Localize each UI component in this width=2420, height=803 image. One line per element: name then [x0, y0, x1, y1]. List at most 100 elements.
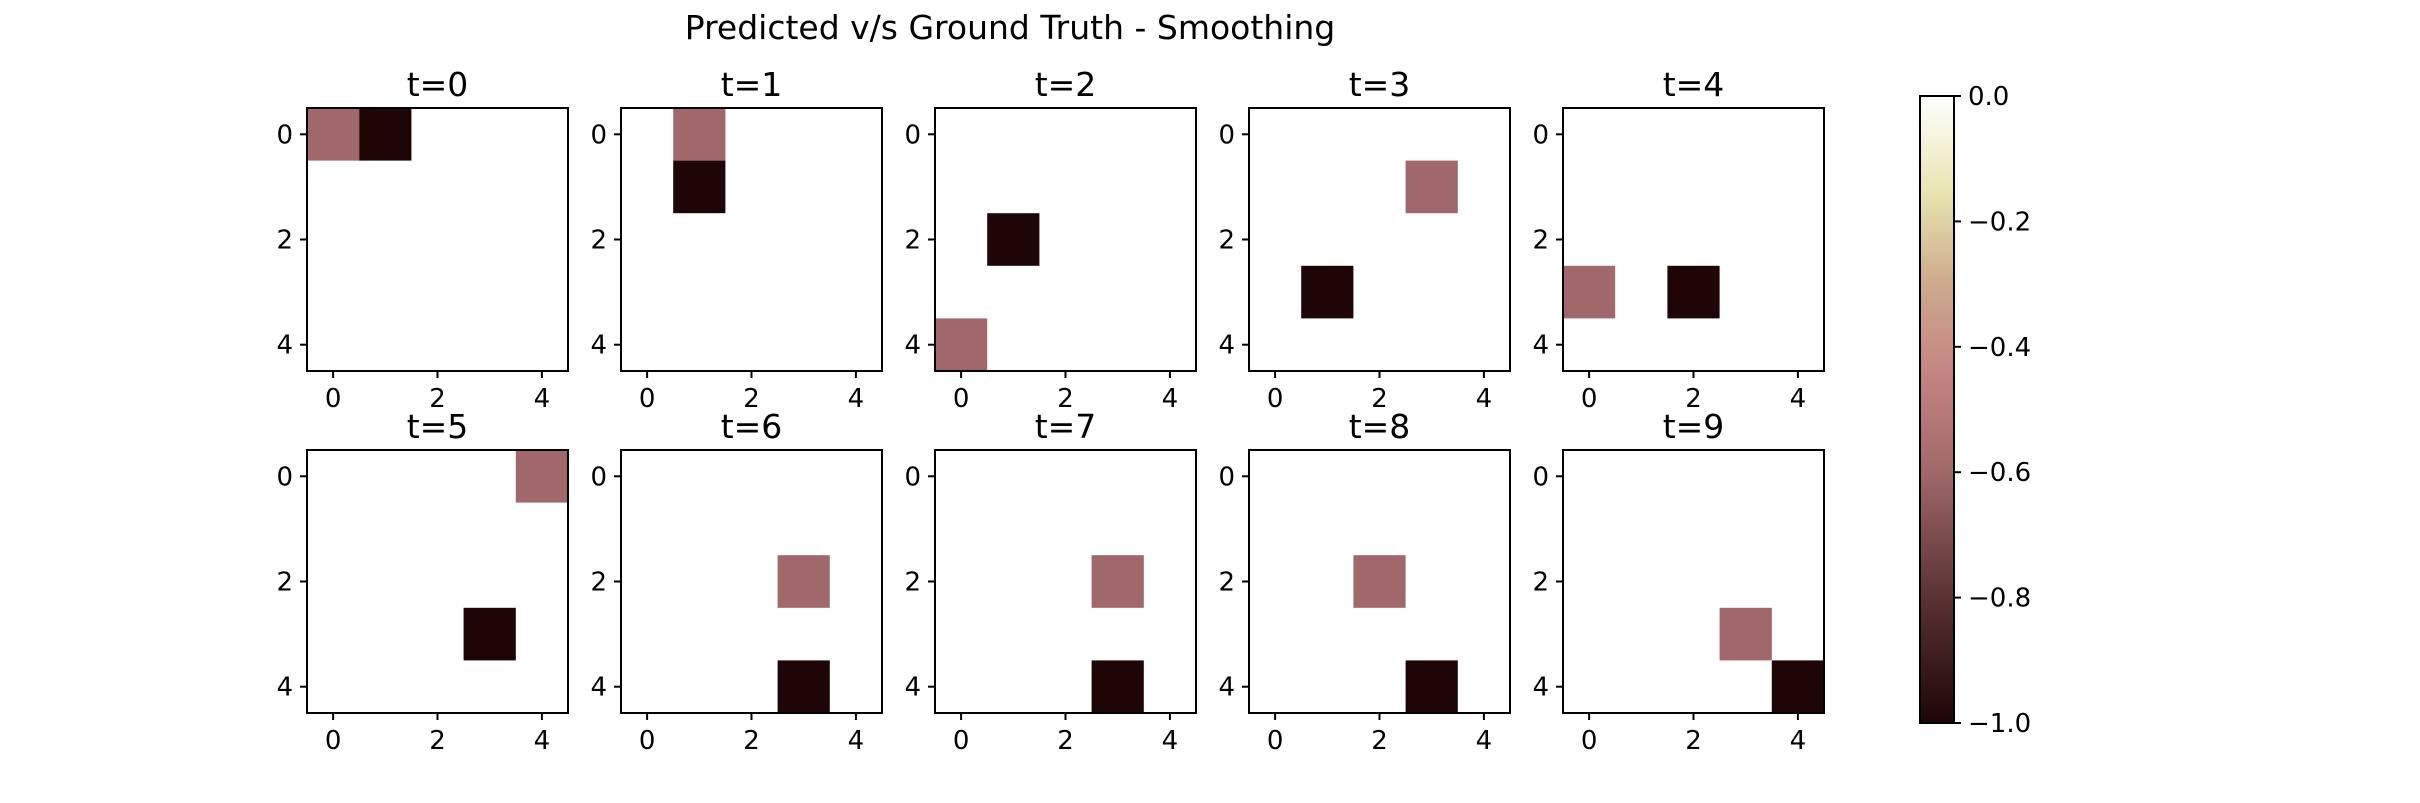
- x-tick-label: 4: [1790, 726, 1807, 756]
- y-tick-label: 4: [904, 331, 921, 361]
- y-tick-label: 0: [276, 462, 293, 492]
- panel-t-3: t=3 0 0 2 2 4 4: [1218, 65, 1511, 414]
- x-tick-label: 0: [953, 726, 970, 756]
- panel-background: [1563, 108, 1824, 371]
- colorbar-tick-label: −0.4: [1968, 333, 2031, 363]
- y-tick-label: 4: [590, 673, 607, 703]
- x-tick-label: 4: [1476, 726, 1493, 756]
- heatmap-cell: [673, 108, 726, 161]
- panel-title: t=4: [1663, 65, 1725, 104]
- heatmap-cell: [987, 213, 1040, 266]
- heatmap-cell: [307, 108, 360, 161]
- colorbar-frame: [1919, 95, 1955, 724]
- heatmap-panels: t=0 0 0 2 2 4 4 t=1 0 0 2 2 4 4 t=2 0 0 2 2 4 4 t=3 0 0 2 2 4 4 t=4 0…: [276, 65, 1825, 756]
- panel-background: [935, 450, 1196, 713]
- panel-t-8: t=8 0 0 2 2 4 4: [1218, 407, 1511, 756]
- y-tick-label: 0: [1218, 462, 1235, 492]
- heatmap-cell: [1405, 160, 1458, 214]
- panel-background: [1249, 108, 1510, 371]
- panel-title: t=3: [1349, 65, 1411, 104]
- x-tick-label: 0: [325, 384, 342, 414]
- y-tick-label: 4: [276, 673, 293, 703]
- colorbar-tick-label: −0.6: [1968, 458, 2031, 488]
- y-tick-label: 0: [276, 120, 293, 150]
- x-tick-label: 4: [534, 726, 551, 756]
- colorbar: 0.0 −0.2 −0.4 −0.6 −0.8 −1.0: [1919, 82, 2031, 739]
- y-tick-label: 0: [1532, 120, 1549, 150]
- heatmap-cell: [673, 160, 726, 214]
- x-tick-label: 0: [1581, 384, 1598, 414]
- x-tick-label: 4: [1476, 384, 1493, 414]
- x-tick-label: 0: [1581, 726, 1598, 756]
- y-tick-label: 2: [590, 226, 607, 256]
- y-tick-label: 2: [1218, 568, 1235, 598]
- panel-background: [621, 450, 882, 713]
- panel-title: t=1: [721, 65, 783, 104]
- y-tick-label: 0: [590, 120, 607, 150]
- panel-t-6: t=6 0 0 2 2 4 4: [590, 407, 883, 756]
- y-tick-label: 2: [1532, 226, 1549, 256]
- y-tick-label: 4: [276, 331, 293, 361]
- heatmap-cell: [515, 450, 568, 503]
- x-tick-label: 4: [848, 726, 865, 756]
- x-tick-label: 2: [1057, 384, 1074, 414]
- x-tick-label: 0: [953, 384, 970, 414]
- x-tick-label: 0: [1267, 384, 1284, 414]
- x-tick-label: 4: [848, 384, 865, 414]
- panel-title: t=5: [407, 407, 469, 446]
- y-tick-label: 4: [1532, 673, 1549, 703]
- heatmap-cell: [463, 607, 516, 661]
- y-tick-label: 4: [1218, 673, 1235, 703]
- x-tick-label: 2: [1371, 384, 1388, 414]
- y-tick-label: 2: [1218, 226, 1235, 256]
- x-tick-label: 4: [1162, 384, 1179, 414]
- y-tick-label: 4: [590, 331, 607, 361]
- x-tick-label: 0: [1267, 726, 1284, 756]
- figure-title: Predicted v/s Ground Truth - Smoothing: [685, 8, 1336, 47]
- panel-title: t=0: [407, 65, 469, 104]
- y-tick-label: 4: [904, 673, 921, 703]
- y-tick-label: 2: [1532, 568, 1549, 598]
- colorbar-tick-label: −1.0: [1968, 709, 2031, 739]
- y-tick-label: 2: [904, 226, 921, 256]
- heatmap-cell: [1719, 607, 1772, 661]
- heatmap-cell: [1667, 265, 1720, 319]
- heatmap-cell: [1091, 660, 1144, 713]
- heatmap-cell: [1301, 265, 1354, 319]
- y-tick-label: 2: [276, 226, 293, 256]
- heatmap-cell: [1353, 555, 1406, 608]
- panel-title: t=6: [721, 407, 783, 446]
- panel-t-9: t=9 0 0 2 2 4 4: [1532, 407, 1825, 756]
- x-tick-label: 2: [743, 726, 760, 756]
- x-tick-label: 2: [429, 384, 446, 414]
- colorbar-tick-label: 0.0: [1968, 82, 2009, 112]
- panel-t-5: t=5 0 0 2 2 4 4: [276, 407, 569, 756]
- colorbar-tick-label: −0.8: [1968, 584, 2031, 614]
- panel-title: t=8: [1349, 407, 1411, 446]
- y-tick-label: 0: [590, 462, 607, 492]
- y-tick-label: 2: [276, 568, 293, 598]
- x-tick-label: 0: [325, 726, 342, 756]
- y-tick-label: 2: [590, 568, 607, 598]
- y-tick-label: 2: [904, 568, 921, 598]
- panel-t-0: t=0 0 0 2 2 4 4: [276, 65, 569, 414]
- panel-t-1: t=1 0 0 2 2 4 4: [590, 65, 883, 414]
- x-tick-label: 0: [639, 726, 656, 756]
- heatmap-cell: [935, 318, 988, 371]
- x-tick-label: 2: [1371, 726, 1388, 756]
- panel-title: t=7: [1035, 407, 1097, 446]
- panel-t-7: t=7 0 0 2 2 4 4: [904, 407, 1197, 756]
- x-tick-label: 0: [639, 384, 656, 414]
- y-tick-label: 4: [1532, 331, 1549, 361]
- heatmap-cell: [777, 660, 830, 713]
- x-tick-label: 4: [1162, 726, 1179, 756]
- heatmap-cell: [1091, 555, 1144, 608]
- panel-t-2: t=2 0 0 2 2 4 4: [904, 65, 1197, 414]
- x-tick-label: 2: [1685, 726, 1702, 756]
- x-tick-label: 2: [1685, 384, 1702, 414]
- colorbar-tick-label: −0.2: [1968, 207, 2031, 237]
- x-tick-label: 2: [743, 384, 760, 414]
- panel-background: [621, 108, 882, 371]
- panel-title: t=9: [1663, 407, 1725, 446]
